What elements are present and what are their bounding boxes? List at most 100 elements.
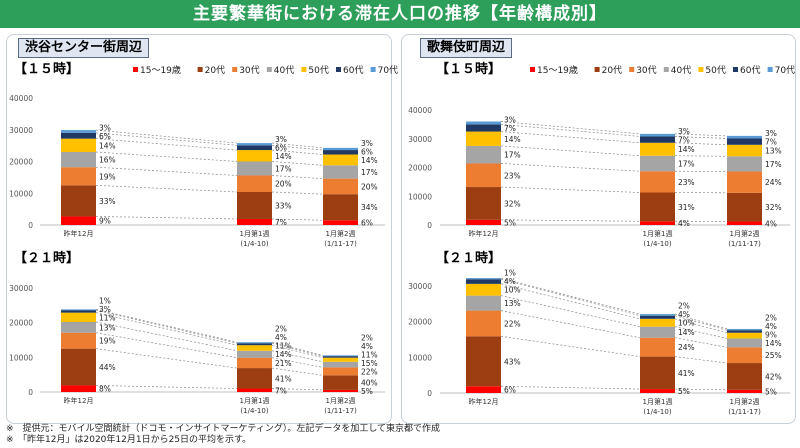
- bar-segment-20代: [237, 368, 272, 389]
- x-tick-label: 1月第2週: [326, 229, 356, 238]
- bar-segment-30代: [237, 357, 272, 369]
- connector-line: [500, 163, 641, 172]
- data-label: 6%: [361, 219, 373, 228]
- y-tick-label: 0: [28, 221, 33, 230]
- bar-segment-50代: [727, 332, 762, 339]
- connector-line: [271, 144, 324, 151]
- data-label: 14%: [275, 152, 292, 161]
- data-label: 2%: [275, 325, 287, 334]
- y-tick-label: 20000: [408, 318, 432, 327]
- bar-segment-15～19歳: [237, 388, 272, 392]
- bar-segment-30代: [640, 171, 675, 193]
- bar-segment-15～19歳: [323, 220, 358, 225]
- bar-segment-60代: [640, 136, 675, 143]
- connector-line: [674, 136, 728, 139]
- data-label: 3%: [99, 305, 111, 314]
- bar-segment-70代: [466, 278, 501, 280]
- legend-swatch: [197, 67, 203, 72]
- data-label: 1%: [504, 269, 516, 278]
- data-label: 6%: [275, 143, 287, 152]
- bar-segment-30代: [466, 163, 501, 188]
- footnotes: ※ 提供元：モバイル空間統計（ドコモ・インサイトマーケティング）。左記データを加…: [6, 424, 440, 446]
- bar-segment-50代: [640, 318, 675, 327]
- x-tick-sublabel: (1/4-10): [643, 240, 671, 248]
- data-label: 5%: [765, 387, 777, 396]
- x-tick-label: 昨年12月: [64, 229, 94, 238]
- data-label: 6%: [361, 147, 373, 156]
- data-label: 22%: [361, 367, 378, 376]
- connector-line: [271, 350, 324, 363]
- data-label: 32%: [504, 199, 521, 208]
- connector-line: [95, 309, 238, 343]
- bar-segment-20代: [466, 187, 501, 220]
- chart-title-1: 【２１時】: [14, 250, 79, 266]
- connector-line: [500, 145, 641, 157]
- data-label: 11%: [361, 350, 378, 359]
- data-label: 9%: [765, 330, 777, 339]
- data-label: 11%: [99, 313, 116, 322]
- data-label: 2%: [765, 313, 777, 322]
- data-label: 5%: [504, 218, 516, 227]
- bar-segment-30代: [323, 367, 358, 376]
- x-tick-sublabel: (1/4-10): [240, 240, 268, 248]
- footnote-source: ※ 提供元：モバイル空間統計（ドコモ・インサイトマーケティング）。左記データを加…: [6, 424, 441, 434]
- bar-segment-60代: [323, 150, 358, 155]
- connector-line: [95, 385, 238, 389]
- legend-label: 70代: [378, 65, 398, 76]
- y-tick-label: 40000: [408, 106, 432, 115]
- legend-label: 60代: [740, 65, 760, 76]
- data-label: 10%: [678, 319, 695, 328]
- connector-line: [674, 133, 728, 137]
- data-label: 4%: [678, 310, 690, 319]
- x-tick-label: 1月第2週: [730, 397, 760, 406]
- connector-line: [500, 121, 641, 135]
- data-label: 1%: [99, 296, 111, 305]
- connector-line: [271, 149, 324, 155]
- bar-segment-40代: [61, 321, 96, 333]
- x-tick-label: 1月第2週: [326, 396, 356, 405]
- data-label: 4%: [275, 333, 287, 342]
- data-label: 14%: [275, 350, 292, 359]
- bar-segment-50代: [323, 357, 358, 362]
- bar-segment-50代: [237, 150, 272, 162]
- connector-line: [95, 348, 238, 369]
- legend-swatch: [133, 67, 138, 72]
- x-tick-sublabel: (1/11-17): [324, 407, 357, 415]
- data-label: 31%: [678, 203, 695, 212]
- data-label: 7%: [678, 136, 690, 145]
- connector-line: [271, 191, 324, 195]
- bar-segment-60代: [727, 330, 762, 333]
- connector-line: [95, 166, 238, 176]
- connector-line: [500, 335, 641, 357]
- legend-swatch: [767, 67, 773, 72]
- title-banner: [0, 0, 800, 28]
- bar-segment-20代: [61, 185, 96, 217]
- data-label: 4%: [504, 277, 516, 286]
- data-label: 13%: [765, 147, 782, 156]
- data-label: 20%: [275, 180, 292, 189]
- connector-line: [271, 344, 324, 359]
- bar-segment-70代: [323, 147, 358, 151]
- bar-segment-70代: [61, 130, 96, 133]
- bar-segment-60代: [727, 138, 762, 145]
- data-label: 17%: [765, 160, 782, 169]
- connector-line: [500, 131, 641, 144]
- bar-segment-30代: [727, 171, 762, 193]
- legend-label: 20代: [205, 65, 225, 76]
- data-label: 7%: [275, 218, 287, 227]
- data-label: 20%: [361, 182, 378, 191]
- y-tick-label: 10000: [408, 192, 432, 201]
- bar-segment-50代: [61, 312, 96, 322]
- bar-segment-40代: [640, 155, 675, 172]
- legend-swatch: [629, 67, 635, 72]
- legend-swatch: [594, 67, 600, 72]
- legend-swatch: [266, 67, 272, 72]
- area-label-shibuya: 渋谷センター街周辺: [18, 38, 150, 58]
- connector-line: [674, 388, 728, 391]
- connector-line: [271, 175, 324, 179]
- data-label: 32%: [765, 203, 782, 212]
- bar-segment-70代: [237, 143, 272, 146]
- data-label: 14%: [504, 135, 521, 144]
- x-tick-label: 昨年12月: [469, 397, 499, 406]
- connector-line: [271, 218, 324, 221]
